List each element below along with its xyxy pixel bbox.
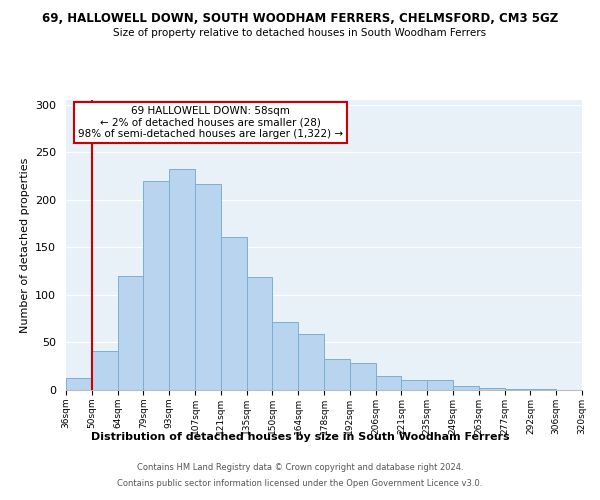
Bar: [66, 378, 92, 390]
Bar: [298, 334, 324, 390]
Bar: [324, 358, 350, 390]
Bar: [376, 376, 401, 390]
Bar: [247, 277, 272, 390]
Y-axis label: Number of detached properties: Number of detached properties: [20, 158, 29, 332]
Bar: [350, 364, 376, 390]
Bar: [453, 386, 479, 390]
Bar: [401, 380, 427, 390]
Bar: [427, 380, 453, 390]
Bar: [195, 184, 221, 390]
Bar: [272, 322, 298, 390]
Text: Distribution of detached houses by size in South Woodham Ferrers: Distribution of detached houses by size …: [91, 432, 509, 442]
Bar: [479, 388, 505, 390]
Bar: [530, 389, 556, 390]
Bar: [505, 389, 530, 390]
Bar: [221, 237, 247, 390]
Bar: [118, 276, 143, 390]
Text: Contains HM Land Registry data © Crown copyright and database right 2024.: Contains HM Land Registry data © Crown c…: [137, 464, 463, 472]
Text: 69 HALLOWELL DOWN: 58sqm
← 2% of detached houses are smaller (28)
98% of semi-de: 69 HALLOWELL DOWN: 58sqm ← 2% of detache…: [78, 106, 343, 139]
Bar: [169, 170, 195, 390]
Text: Contains public sector information licensed under the Open Government Licence v3: Contains public sector information licen…: [118, 478, 482, 488]
Text: Size of property relative to detached houses in South Woodham Ferrers: Size of property relative to detached ho…: [113, 28, 487, 38]
Bar: [92, 351, 118, 390]
Bar: [143, 181, 169, 390]
Text: 69, HALLOWELL DOWN, SOUTH WOODHAM FERRERS, CHELMSFORD, CM3 5GZ: 69, HALLOWELL DOWN, SOUTH WOODHAM FERRER…: [42, 12, 558, 26]
